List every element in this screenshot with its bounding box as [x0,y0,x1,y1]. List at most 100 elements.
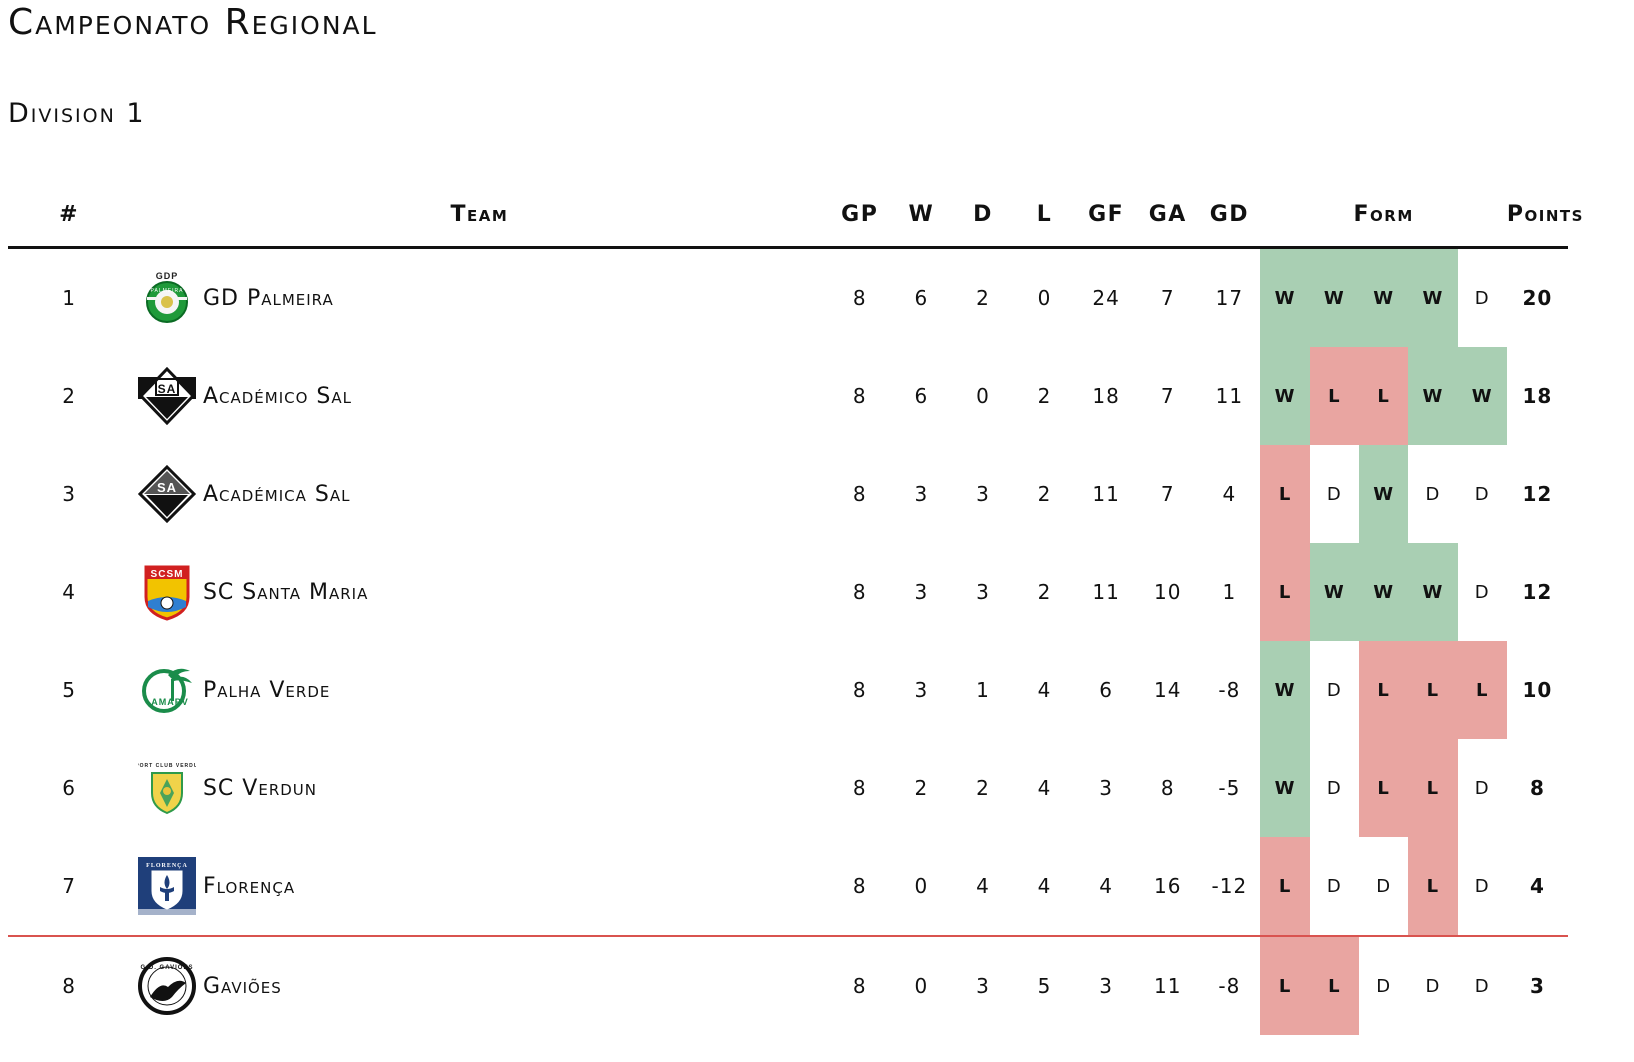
svg-text:SPORT CLUB VERDUN: SPORT CLUB VERDUN [138,763,196,769]
losses: 4 [1037,776,1052,800]
team-logo-cell: G.D. GAVIÕES [130,935,203,1035]
form-result: D [1474,483,1490,505]
form-result: L [1309,935,1359,1035]
losses: 2 [1037,384,1052,408]
goals-for: 3 [1075,935,1138,1035]
goals-against: 7 [1160,286,1175,310]
games-played: 8 [852,678,867,702]
col-header-team[interactable]: Team [130,182,829,249]
form-result: L [1457,641,1507,739]
row-position: 7 [62,874,76,898]
team-logo-cell: FLORENÇA [130,837,203,936]
form-result: L [1260,837,1310,936]
team-name[interactable]: Gaviões [202,935,829,1035]
goals-against: 8 [1160,776,1175,800]
points: 8 [1529,776,1545,800]
col-header-pos[interactable]: # [8,182,131,249]
col-header-ga[interactable]: GA [1137,182,1199,249]
goals-for: 4 [1099,874,1114,898]
form-result: D [1376,875,1392,897]
form-result: D [1474,581,1490,603]
wins: 3 [914,580,929,604]
academica-sal-crest-icon: SA [137,465,196,523]
form-result: D [1474,777,1490,799]
form-result: W [1260,641,1310,739]
svg-text:GDP: GDP [155,271,178,281]
games-played: 8 [852,384,867,408]
goals-for: 24 [1092,286,1120,310]
team-name[interactable]: Académico Sal [202,383,353,409]
team-name[interactable]: Académica Sal [202,481,351,507]
svg-text:AMAPV: AMAPV [151,697,189,707]
table-row[interactable]: 1 GDP PALMEIRA GD Palmeira 8 6 2 0 24 7 17 W W W W D 20 [8,247,1568,348]
form-result: W [1260,347,1310,445]
col-header-gd[interactable]: GD [1198,182,1261,249]
team-name[interactable]: Palha Verde [202,677,331,703]
points: 4 [1529,874,1545,898]
team-name[interactable]: Florença [202,873,296,899]
losses: 4 [1037,678,1052,702]
goal-difference: 17 [1215,286,1244,310]
goals-against: 7 [1160,482,1175,506]
table-row[interactable]: 5 AMAPV Palha Verde 8 3 1 4 6 14 -8 W D L L L 10 [8,641,1568,739]
team-name[interactable]: SC Verdun [202,775,317,801]
team-logo-cell: SA [130,445,203,543]
goals-for: 6 [1099,678,1114,702]
palha-verde-crest-icon: AMAPV [138,661,196,719]
table-row[interactable]: 8 G.D. GAVIÕES Gaviões 8 0 3 5 3 11 -8 L L D D D 3 [8,935,1568,1035]
team-logo-cell: SPORT CLUB VERDUN [130,739,203,837]
team-logo-cell: SCSM [130,543,203,641]
goal-difference: 11 [1215,384,1244,408]
goals-for: 11 [1092,482,1120,506]
form-result: L [1408,739,1458,837]
team-name[interactable]: SC Santa Maria [202,579,369,605]
sc-verdun-crest-icon: SPORT CLUB VERDUN [138,759,196,817]
goals-for: 3 [1099,776,1114,800]
games-played: 8 [852,286,867,310]
table-row[interactable]: 4 SCSM SC Santa Maria 8 3 3 2 11 10 1 L W W W D 12 [8,543,1568,641]
row-position: 6 [62,776,76,800]
team-logo-cell: GDP PALMEIRA [130,248,203,348]
points: 20 [1522,286,1553,310]
wins: 3 [914,678,929,702]
table-row[interactable]: 2 SA Académico Sal 8 6 0 2 18 7 11 W L L W W 18 [8,347,1568,445]
goals-against: 14 [1154,678,1182,702]
form-result: L [1358,641,1409,739]
form-result: W [1309,247,1359,347]
standings-table: # Team GP W D L GF GA GD Form Points 1 GD… [8,182,1582,1035]
table-row[interactable]: 6SPORT CLUB VERDUNSC Verdun822438-5WDLLD… [8,739,1568,837]
games-played: 8 [828,935,891,1035]
games-played: 8 [852,580,867,604]
points: 3 [1506,935,1568,1035]
form-result: W [1358,543,1409,641]
row-position: 8 [8,935,131,1035]
goal-difference: -5 [1218,776,1241,800]
draws: 0 [976,384,990,408]
table-row[interactable]: 3 SA Académica Sal 8 3 3 2 11 7 4 L D W D D 12 [8,445,1568,543]
form-result: D [1474,875,1490,897]
col-header-gp[interactable]: GP [828,182,891,249]
draws: 4 [976,874,990,898]
form-result: D [1457,935,1507,1035]
florenca-crest-icon: FLORENÇA [137,857,196,915]
division-title: Division 1 [8,98,146,129]
form-result: W [1408,347,1458,445]
col-header-form[interactable]: Form [1260,182,1507,249]
form-result: L [1408,837,1458,936]
goal-difference: -12 [1211,874,1248,898]
col-header-l[interactable]: L [1014,182,1076,249]
col-header-gf[interactable]: GF [1075,182,1138,249]
svg-text:SA: SA [157,480,177,495]
standings-body: 1 GDP PALMEIRA GD Palmeira 8 6 2 0 24 7 17 W W W W D 20 2… [8,247,1568,1035]
goal-difference: 1 [1222,580,1237,604]
table-row[interactable]: 7 FLORENÇA Florença 8 0 4 4 4 16 -12 L D D L D 4 [8,837,1568,936]
team-name[interactable]: GD Palmeira [202,285,334,311]
goals-for: 18 [1092,384,1120,408]
col-header-d[interactable]: D [951,182,1015,249]
col-header-w[interactable]: W [890,182,952,249]
header-row: # Team GP W D L GF GA GD Form Points [8,182,1582,249]
academico-sal-crest-icon: SA [137,367,196,425]
col-header-points[interactable]: Points [1506,182,1582,249]
draws: 2 [976,776,990,800]
gd-palmeira-crest-icon: GDP PALMEIRA [138,269,196,327]
